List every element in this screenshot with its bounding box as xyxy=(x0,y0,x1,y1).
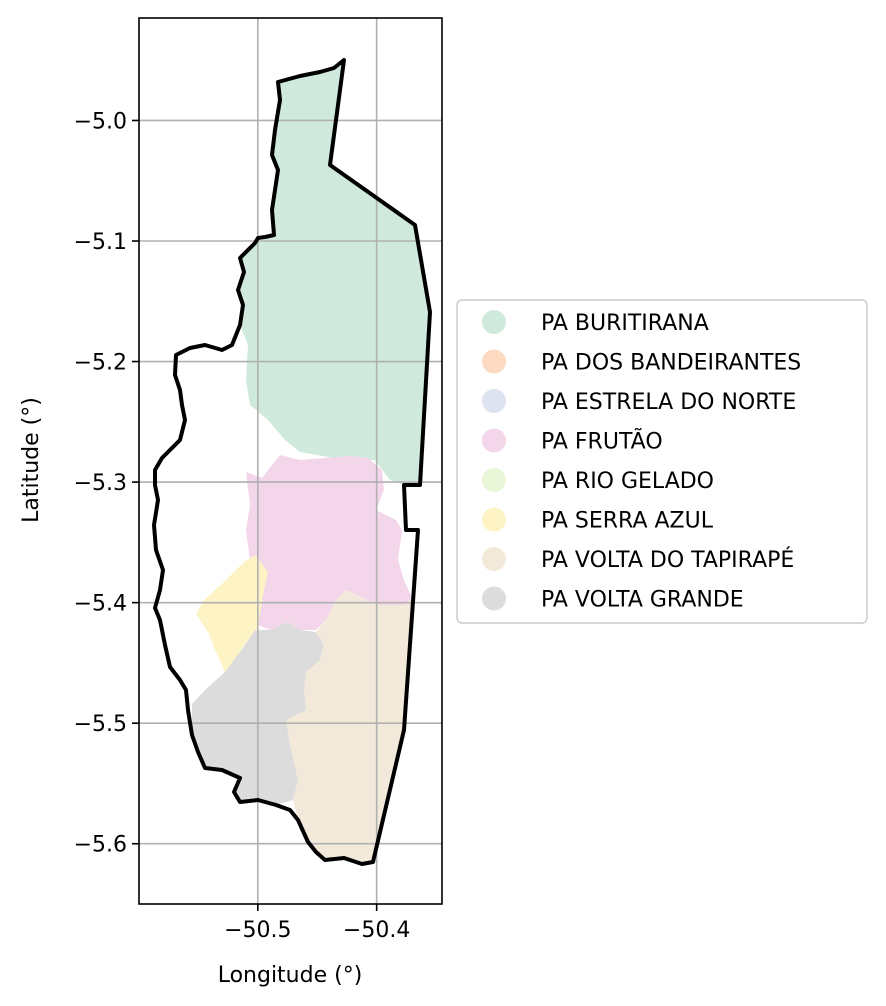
legend-label: PA VOLTA GRANDE xyxy=(541,588,744,613)
y-tick-label: −5.3 xyxy=(74,471,127,496)
region-pa-volta-do-tapirap- xyxy=(286,590,412,864)
legend-marker xyxy=(482,507,506,532)
legend-frame xyxy=(456,299,868,624)
y-tick-label: −5.0 xyxy=(74,109,127,134)
x-axis-ticks: −50.5 −50.4 xyxy=(224,904,410,943)
legend-marker xyxy=(482,349,506,374)
x-tick-label: −50.4 xyxy=(343,918,410,943)
y-tick-label: −5.5 xyxy=(74,712,127,737)
y-tick-label: −5.4 xyxy=(74,592,127,617)
legend-marker xyxy=(482,547,506,571)
legend-marker xyxy=(482,586,506,611)
legend-label: PA RIO GELADO xyxy=(541,469,714,494)
legend-label: PA VOLTA DO TAPIRAPÉ xyxy=(541,547,794,573)
legend-marker xyxy=(482,468,506,492)
legend-marker xyxy=(482,389,506,413)
region-pa-buritirana xyxy=(238,60,430,485)
legend-label: PA SERRA AZUL xyxy=(541,509,714,534)
y-tick-label: −5.2 xyxy=(74,351,127,376)
legend-label: PA BURITIRANA xyxy=(541,311,709,336)
y-axis-label: Latitude (°) xyxy=(19,397,44,523)
municipality-boundary xyxy=(152,58,432,866)
region-pa-frut-o xyxy=(246,455,412,630)
x-axis-label: Longitude (°) xyxy=(218,963,363,988)
region-pa-serra-azul xyxy=(196,555,268,672)
legend-label: PA DOS BANDEIRANTES xyxy=(541,351,801,376)
axes-frame xyxy=(138,17,443,905)
legend: PA BURITIRANA PA DOS BANDEIRANTES PA ESTRE… xyxy=(456,299,868,624)
legend-label: PA ESTRELA DO NORTE xyxy=(541,390,796,415)
y-axis-ticks: −5.0 −5.1 −5.2 −5.3 −5.4 −5.5 −5.6 xyxy=(74,109,139,858)
y-tick-label: −5.6 xyxy=(74,833,127,858)
legend-label: PA FRUTÃO xyxy=(541,428,663,455)
y-tick-label: −5.1 xyxy=(74,230,127,255)
regions-layer xyxy=(192,60,430,864)
grid-lines xyxy=(139,18,442,904)
x-tick-label: −50.5 xyxy=(224,918,291,943)
legend-marker xyxy=(482,310,506,334)
legend-marker xyxy=(482,428,506,453)
